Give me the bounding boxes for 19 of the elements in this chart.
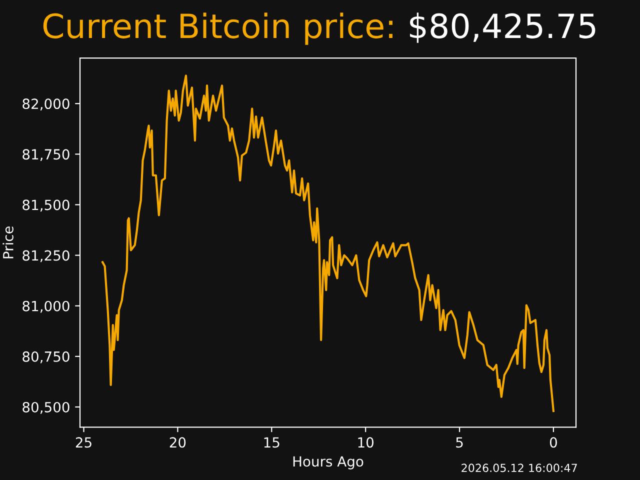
x-tick-label: 10 [358,437,374,448]
text: 2026.05.12 16:00:47 [462,464,577,472]
x-tick-label: 5 [456,437,463,448]
chart-subtitle: $80,425.75 [410,12,596,43]
x-tick-label: 25 [76,437,92,448]
line-series [102,74,554,412]
y-tick-label: 80,750 [22,351,70,364]
x-tick-label: 15 [264,437,280,448]
y-tick-label: 82,000 [22,98,70,110]
x-tick-label: 20 [170,437,186,448]
y-tick-label: 81,500 [22,200,70,212]
y-axis-title: Price [2,226,14,258]
y-tick-label: 80,500 [22,402,70,414]
y-tick-label: 81,000 [22,300,70,313]
y-tick-label: 81,750 [22,149,70,162]
x-tick-label: 0 [550,437,557,448]
chart-title: Current Bitcoin price: [43,12,392,45]
y-tick-label: 81,250 [22,250,70,262]
x-axis-title: Hours Ago [293,456,364,470]
